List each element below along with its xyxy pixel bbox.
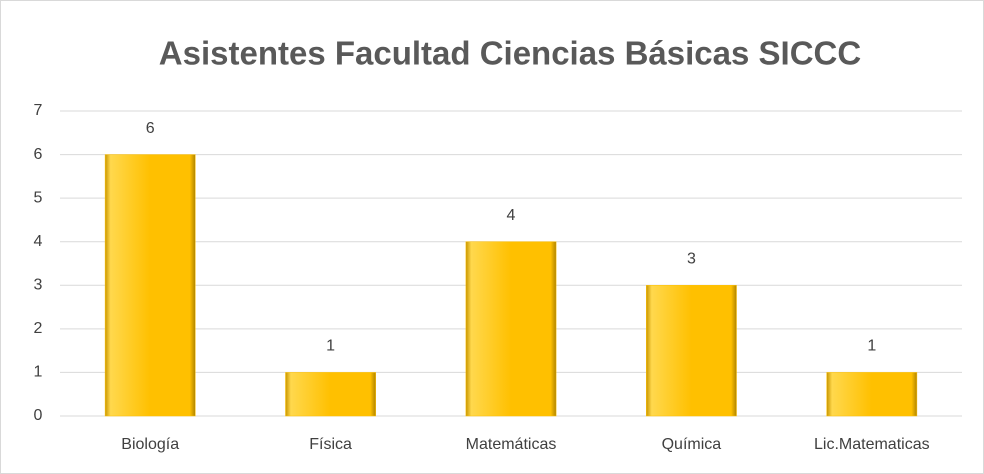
y-tick-label: 2 bbox=[34, 320, 43, 337]
y-tick-label: 0 bbox=[34, 407, 43, 424]
x-tick-label: Química bbox=[662, 436, 722, 453]
data-label: 1 bbox=[326, 338, 335, 355]
y-tick-label: 7 bbox=[34, 102, 43, 119]
x-tick-label: Lic.Matematicas bbox=[814, 436, 930, 453]
data-label: 1 bbox=[867, 338, 876, 355]
x-tick-label: Matemáticas bbox=[466, 436, 557, 453]
data-label: 6 bbox=[146, 120, 155, 137]
bar bbox=[646, 285, 737, 417]
bar bbox=[104, 154, 196, 417]
bar bbox=[285, 372, 376, 417]
data-label: 4 bbox=[507, 207, 516, 224]
y-tick-label: 4 bbox=[34, 233, 43, 250]
chart-title: Asistentes Facultad Ciencias Básicas SIC… bbox=[159, 35, 861, 72]
y-tick-label: 5 bbox=[34, 189, 43, 206]
bar bbox=[465, 241, 557, 417]
y-tick-label: 1 bbox=[34, 364, 43, 381]
bar bbox=[826, 372, 918, 417]
data-label: 3 bbox=[687, 251, 696, 268]
x-tick-label: Biología bbox=[121, 436, 179, 453]
y-tick-label: 3 bbox=[34, 277, 43, 294]
y-tick-label: 6 bbox=[34, 146, 43, 163]
x-tick-label: Física bbox=[309, 436, 352, 453]
